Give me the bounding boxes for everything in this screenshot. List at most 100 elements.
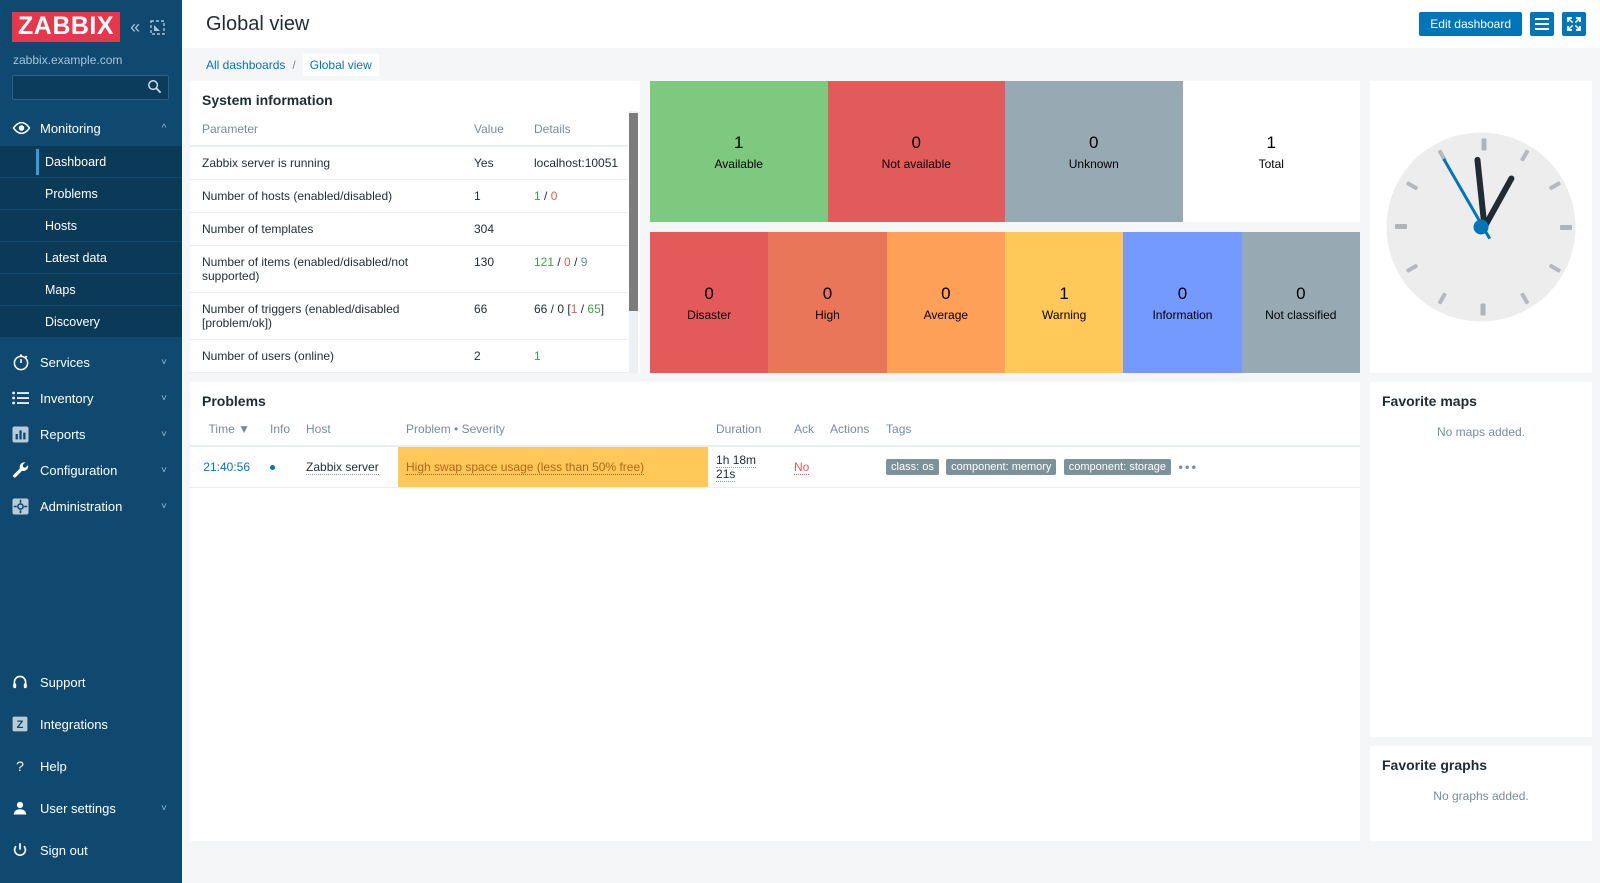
search-input[interactable] [12, 75, 169, 100]
sidebar-item-services[interactable]: Services ˅ [0, 344, 182, 380]
tag-chip[interactable]: class: os [886, 459, 939, 475]
chevron-down-icon[interactable]: ˅ [161, 392, 167, 404]
severity-label: Disaster [687, 307, 732, 322]
column-header-time[interactable]: Time ▼ [190, 417, 262, 447]
hamburger-menu-icon[interactable] [1530, 12, 1554, 36]
column-header-duration[interactable]: Duration [708, 417, 787, 447]
sysinfo-scrollbar-thumb[interactable] [629, 113, 638, 311]
sidebar-item-sign-out[interactable]: Sign out [0, 829, 182, 871]
sidebar-item-hosts[interactable]: Hosts [0, 210, 182, 242]
sidebar-item-monitoring[interactable]: Monitoring ^ [0, 110, 182, 146]
sidebar-item-configuration-label: Configuration [40, 462, 118, 478]
table-row: Number of triggers (enabled/disabled [pr… [190, 292, 628, 340]
edit-dashboard-button[interactable]: Edit dashboard [1419, 12, 1522, 36]
chevron-down-icon[interactable]: ˅ [161, 500, 167, 512]
sidebar-item-sign-out-label: Sign out [40, 842, 88, 858]
info-dot-icon [270, 465, 275, 471]
problem-time[interactable]: 21:40:56 [190, 446, 262, 488]
sidebar-item-maps[interactable]: Maps [0, 274, 182, 306]
severity-cell-warning[interactable]: 1 Warning [1004, 232, 1124, 373]
table-row: 21:40:56 Zabbix server High swap space u… [190, 446, 1360, 488]
chevron-down-icon[interactable]: ˅ [161, 356, 167, 368]
tags-more-icon[interactable]: ••• [1178, 459, 1199, 475]
host-link[interactable]: Zabbix server [306, 460, 379, 475]
severity-cell-average[interactable]: 0 Average [886, 232, 1005, 373]
column-header-problem-severity[interactable]: Problem • Severity [398, 417, 709, 447]
clock-center-cap [1473, 219, 1489, 235]
chevron-down-icon[interactable]: ˅ [161, 428, 167, 440]
system-information-table: Parameter Value Details Zabbix server is… [190, 116, 628, 373]
problem-actions [822, 446, 879, 488]
tag-chip[interactable]: component: storage [1063, 459, 1172, 475]
sidebar-item-configuration[interactable]: Configuration ˅ [0, 452, 182, 488]
zabbix-logo: ZABBIX [12, 12, 121, 42]
sysinfo-parameter: Zabbix server is running [190, 146, 462, 180]
sidebar-item-problems-label: Problems [45, 186, 98, 201]
compact-view-icon[interactable] [150, 19, 165, 35]
duration-value[interactable]: 1h 18m 21s [716, 453, 757, 482]
sidebar-item-administration[interactable]: Administration ˅ [0, 488, 182, 524]
breadcrumb: All dashboards / Global view [182, 48, 1600, 81]
column-header-tags[interactable]: Tags [878, 417, 1360, 447]
severity-cell-information[interactable]: 0 Information [1123, 232, 1242, 373]
question-mark-icon: ? [12, 758, 36, 774]
availability-cell-total[interactable]: 1 Total [1182, 81, 1360, 222]
breadcrumb-global-view[interactable]: Global view [302, 53, 379, 76]
sidebar-item-integrations[interactable]: Z Integrations [0, 703, 182, 745]
chevron-down-icon[interactable]: ˅ [161, 464, 167, 476]
widget-column-right: Favorite maps No maps added. Favorite gr… [1370, 382, 1592, 841]
fullscreen-expand-icon[interactable] [1562, 12, 1586, 36]
sysinfo-details: 1 [522, 339, 628, 373]
sidebar-item-inventory-label: Inventory [40, 390, 94, 406]
sidebar-item-support[interactable]: Support [0, 661, 182, 703]
sidebar-nav: Monitoring ^ Dashboard Problems Hosts La… [0, 110, 182, 661]
widget-clock [1370, 81, 1592, 373]
availability-label: Available [714, 156, 763, 171]
availability-label: Total [1258, 156, 1284, 171]
sysinfo-parameter: Number of items (enabled/disabled/not su… [190, 245, 462, 293]
tag-chip[interactable]: component: memory [946, 459, 1057, 475]
table-header-row: Time ▼ Info Host Problem • Severity Dura… [190, 417, 1360, 447]
availability-cell-not-available[interactable]: 0 Not available [827, 81, 1005, 222]
severity-label: Warning [1042, 307, 1087, 322]
severity-value: 0 [704, 283, 714, 303]
sidebar-item-dashboard-label: Dashboard [45, 154, 107, 169]
column-header-ack[interactable]: Ack [786, 417, 823, 447]
severity-value: 0 [941, 283, 951, 303]
sidebar-item-problems[interactable]: Problems [0, 178, 182, 210]
column-header-host[interactable]: Host [298, 417, 399, 447]
sidebar-search [12, 75, 170, 100]
availability-cell-available[interactable]: 1 Available [650, 81, 828, 222]
sidebar-item-reports[interactable]: Reports ˅ [0, 416, 182, 452]
sysinfo-details: localhost:10051 [522, 146, 628, 180]
column-header-actions[interactable]: Actions [822, 417, 879, 447]
sidebar-bottom: Support Z Integrations ? Help [0, 661, 182, 883]
ack-status[interactable]: No [794, 460, 810, 475]
table-row: Number of templates 304 [190, 212, 628, 246]
column-header-info[interactable]: Info [262, 417, 299, 447]
clock-tick [1480, 303, 1485, 316]
sysinfo-value: 66 [462, 292, 522, 340]
sidebar-item-inventory[interactable]: Inventory ˅ [0, 380, 182, 416]
severity-cell-high[interactable]: 0 High [768, 232, 887, 373]
bar-chart-icon [12, 426, 36, 443]
chevron-down-icon[interactable]: ˅ [161, 802, 167, 814]
problem-ack: No [786, 446, 823, 488]
sidebar-item-latest-data[interactable]: Latest data [0, 242, 182, 274]
power-icon [12, 842, 36, 858]
clock-tick [1394, 224, 1407, 229]
sidebar-item-user-settings[interactable]: User settings ˅ [0, 787, 182, 829]
sidebar-item-help[interactable]: ? Help [0, 745, 182, 787]
severity-cell-not-classified[interactable]: 0 Not classified [1241, 232, 1360, 373]
chevron-double-left-icon[interactable]: « [130, 16, 141, 37]
sysinfo-value: 2 [462, 339, 522, 373]
sidebar-item-discovery[interactable]: Discovery [0, 306, 182, 338]
sysinfo-parameter: Number of templates [190, 212, 462, 246]
problem-duration: 1h 18m 21s [708, 446, 787, 488]
sidebar-item-dashboard[interactable]: Dashboard [0, 146, 182, 178]
chevron-up-icon[interactable]: ^ [161, 122, 167, 134]
breadcrumb-all-dashboards[interactable]: All dashboards [206, 57, 286, 72]
severity-cell-disaster[interactable]: 0 Disaster [650, 232, 769, 373]
problem-link[interactable]: High swap space usage (less than 50% fre… [406, 460, 645, 475]
availability-cell-unknown[interactable]: 0 Unknown [1005, 81, 1183, 222]
